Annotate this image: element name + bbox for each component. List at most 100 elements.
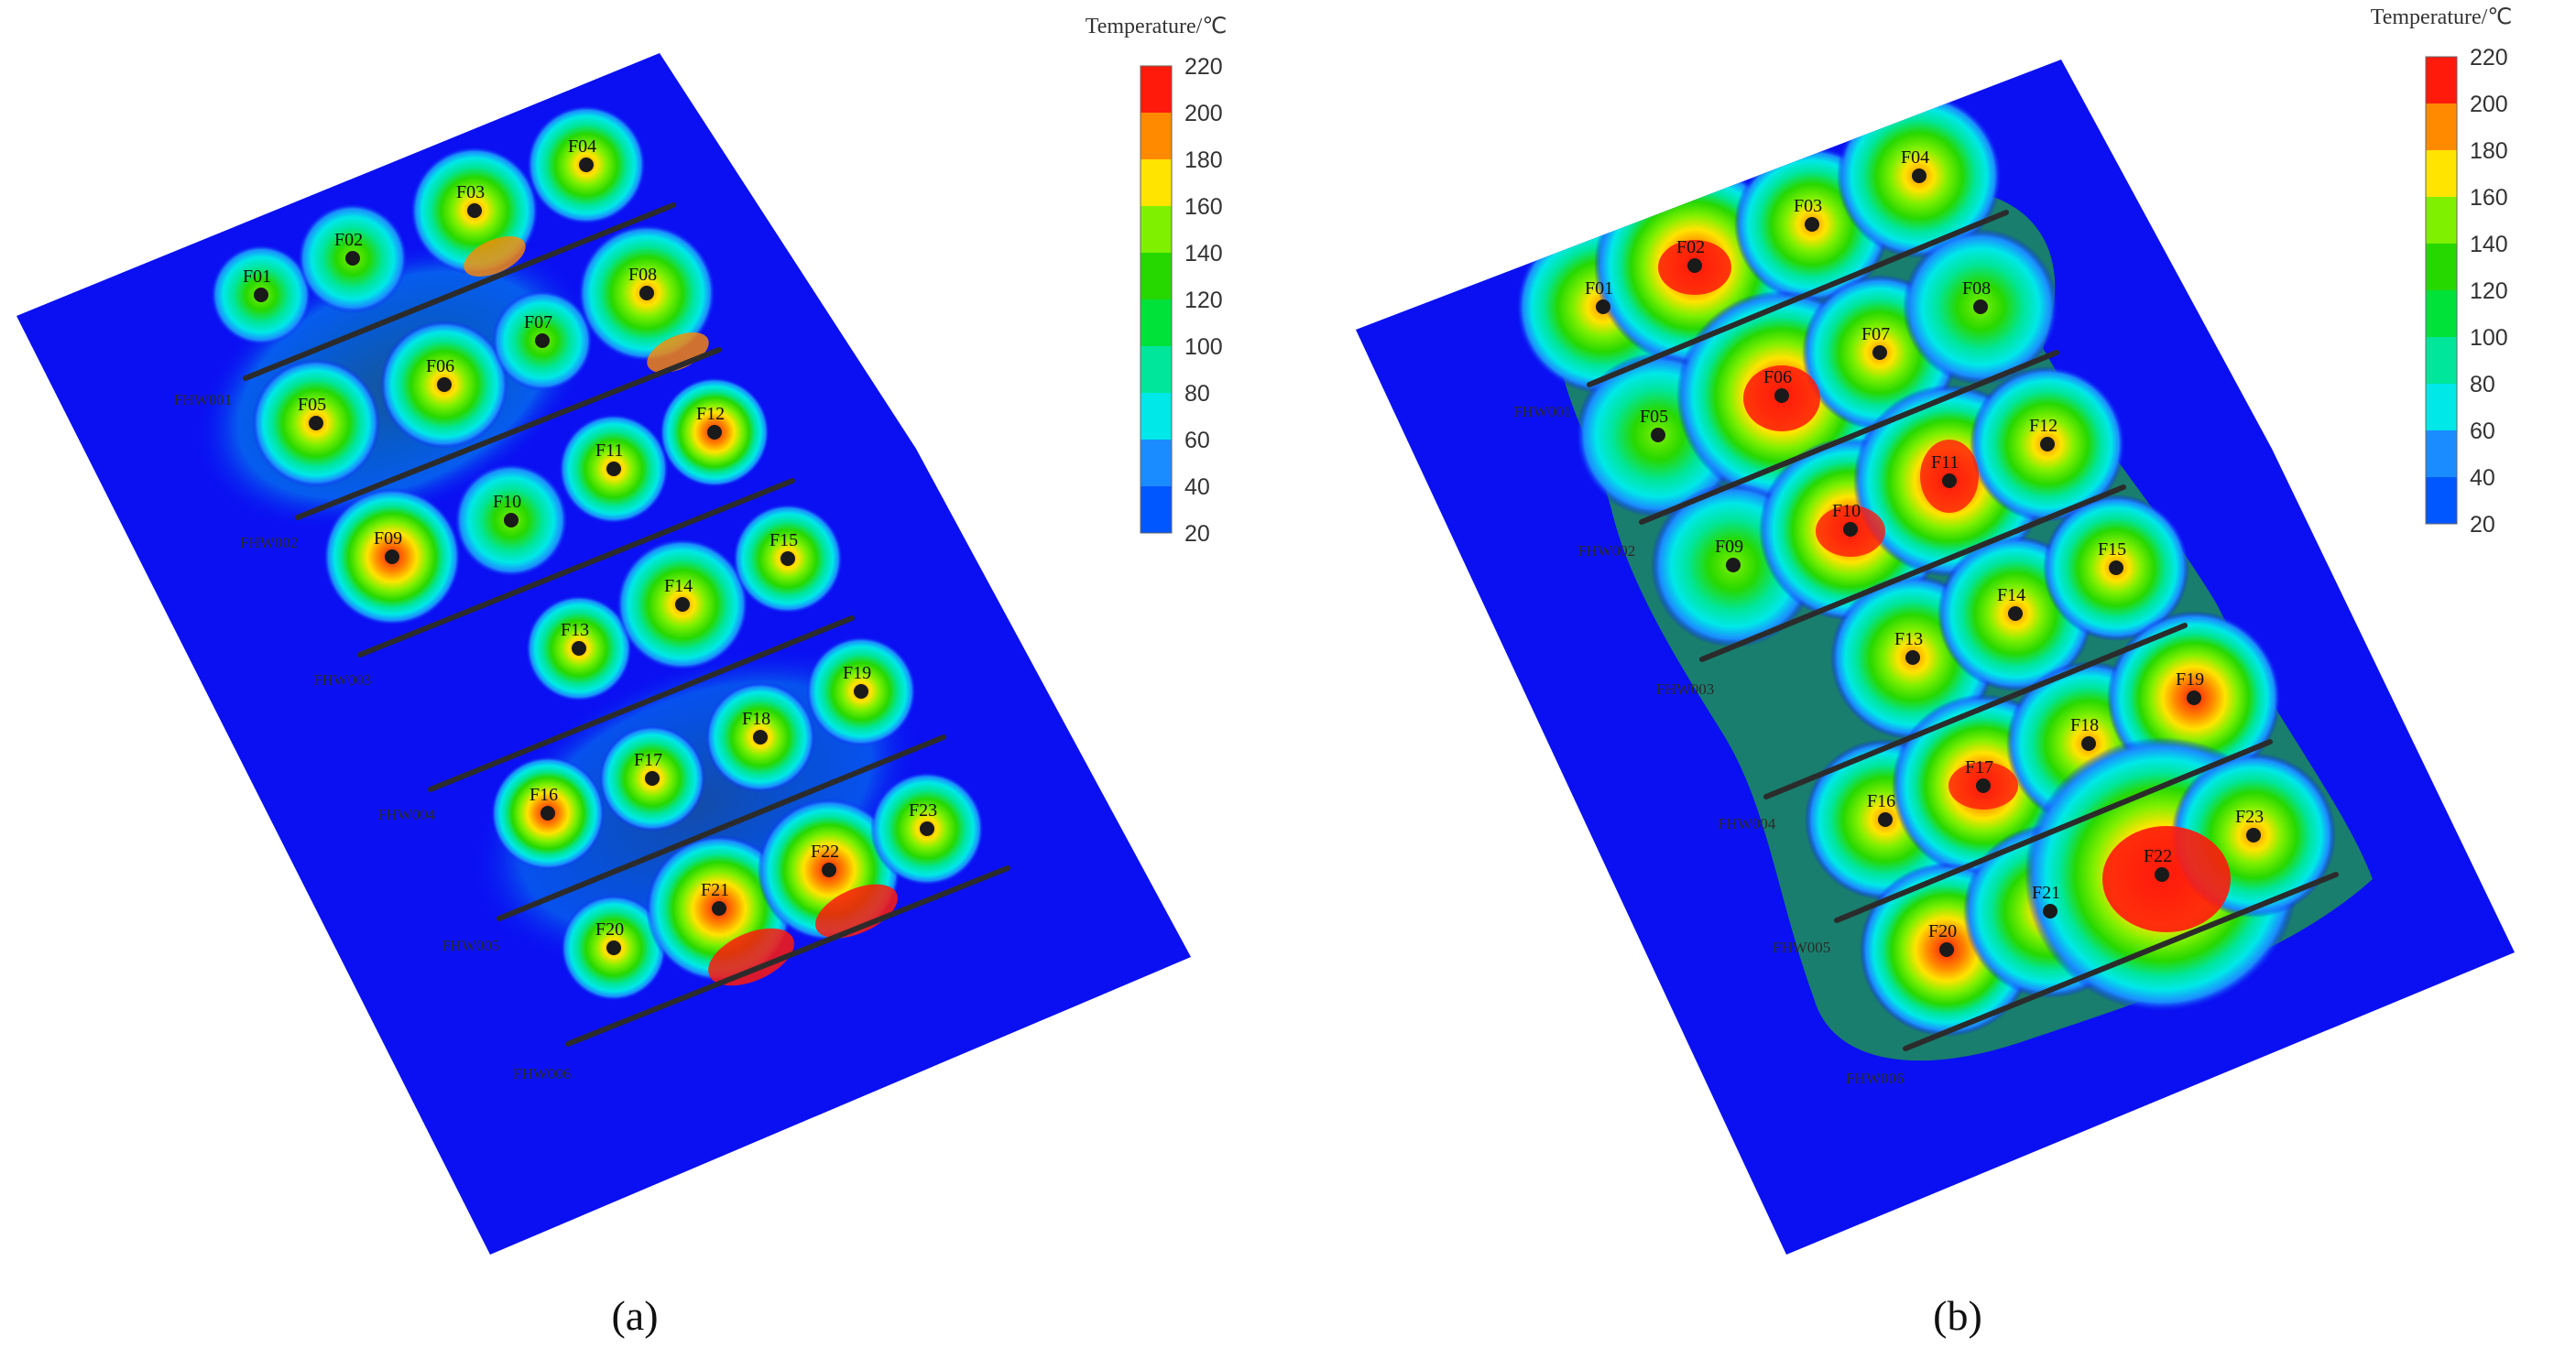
legend-tick-label: 160 bbox=[2470, 185, 2508, 211]
well-label: F07 bbox=[1861, 324, 1890, 344]
horizontal-well-fhw006-a bbox=[565, 865, 1010, 1047]
well-label: F06 bbox=[1763, 367, 1792, 387]
well-label: F14 bbox=[664, 576, 693, 596]
legend-tick-label: 180 bbox=[2470, 138, 2508, 164]
legend-tick-label: 20 bbox=[1184, 521, 1210, 547]
horizontal-well-fhw001-b bbox=[1587, 210, 2009, 387]
well-marker bbox=[1843, 522, 1858, 537]
legend-band bbox=[2426, 103, 2457, 150]
well-label: F01 bbox=[243, 266, 271, 287]
legend-tick-label: 100 bbox=[1184, 334, 1223, 360]
fhw-label: FHW004 bbox=[1718, 815, 1776, 832]
fhw-label: FHW002 bbox=[240, 534, 298, 551]
well-label: F04 bbox=[1901, 147, 1929, 168]
well-label: F20 bbox=[1928, 921, 1957, 941]
legend-band bbox=[1141, 159, 1172, 206]
fhw-label: FHW005 bbox=[442, 937, 499, 954]
legend-band bbox=[1141, 299, 1172, 346]
well-label: F06 bbox=[426, 356, 454, 376]
legend-band bbox=[1141, 393, 1172, 440]
well-marker bbox=[579, 158, 594, 172]
legend-band bbox=[2426, 384, 2457, 430]
well-label: F07 bbox=[524, 312, 552, 332]
well-label: F01 bbox=[1585, 278, 1613, 299]
well-marker bbox=[540, 806, 555, 821]
legend-tick-label: 140 bbox=[1184, 241, 1223, 266]
well-label: F16 bbox=[529, 785, 558, 805]
legend-tick-label: 160 bbox=[1184, 194, 1223, 220]
fhw-label: FHW001 bbox=[1513, 403, 1571, 420]
well-marker bbox=[2040, 437, 2055, 451]
well-marker bbox=[504, 513, 518, 527]
well-marker bbox=[2008, 606, 2023, 621]
well-marker bbox=[467, 203, 482, 218]
legend-tick-label: 220 bbox=[1184, 54, 1223, 80]
well-label: F05 bbox=[1640, 407, 1668, 427]
horizontal-well-fhw001-a bbox=[243, 202, 676, 381]
fhw-label: FHW006 bbox=[1846, 1070, 1904, 1087]
well-marker bbox=[822, 863, 836, 877]
well-label: F11 bbox=[1931, 452, 1959, 473]
well-label: F19 bbox=[2176, 669, 2204, 690]
horizontal-well-labels-b: FHW001 FHW002 FHW003 FHW004 FHW005 FHW00… bbox=[1513, 403, 1904, 1087]
well-marker bbox=[385, 549, 399, 564]
legend-tick-label: 40 bbox=[1184, 474, 1210, 500]
horizontal-well-fhw005-a bbox=[497, 734, 946, 921]
fhw-label: FHW002 bbox=[1577, 542, 1635, 560]
well-label: F10 bbox=[493, 492, 521, 512]
well-label: F12 bbox=[696, 404, 725, 424]
legend-tick-label: 140 bbox=[2470, 232, 2508, 257]
well-marker bbox=[535, 333, 550, 348]
horizontal-well-fhw003-b bbox=[1699, 484, 2126, 662]
legend-tick-label: 120 bbox=[2470, 278, 2508, 304]
well-marker bbox=[1726, 558, 1741, 572]
legend-band bbox=[2426, 197, 2457, 244]
well-label: F17 bbox=[1965, 757, 1993, 777]
well-label: F13 bbox=[1894, 629, 1923, 649]
legend-tick-label: 120 bbox=[1184, 288, 1223, 313]
legend-band bbox=[1141, 253, 1172, 299]
well-marker bbox=[2109, 560, 2123, 575]
legend-tick-label: 40 bbox=[2470, 465, 2495, 491]
horizontal-well-fhw004-a bbox=[428, 615, 855, 792]
well-label: F19 bbox=[843, 663, 871, 683]
well-label: F04 bbox=[568, 136, 596, 157]
legend-tick-label: 20 bbox=[2470, 512, 2495, 538]
well-label: F21 bbox=[701, 880, 729, 900]
panel-a: FHW001 FHW002 FHW003 FHW004 FHW005 FHW00… bbox=[16, 53, 1191, 1339]
legend-tick-label: 180 bbox=[1184, 147, 1223, 173]
well-label: F02 bbox=[334, 230, 363, 250]
legend-band bbox=[1141, 66, 1172, 113]
well-marker bbox=[437, 377, 452, 392]
well-label: F08 bbox=[628, 265, 657, 285]
well-marker bbox=[780, 551, 795, 566]
well-label: F03 bbox=[1794, 196, 1822, 216]
well-label: F20 bbox=[595, 919, 624, 940]
legend-b: Temperature/℃ 220 200 180 160 140 120 100 80 60 40… bbox=[2371, 5, 2513, 538]
well-marker bbox=[2081, 736, 2096, 751]
well-label: F02 bbox=[1676, 237, 1705, 257]
legend-tick-label: 60 bbox=[1184, 428, 1210, 453]
legend-title: Temperature/℃ bbox=[1086, 15, 1228, 38]
well-label: F08 bbox=[1962, 278, 1991, 299]
legend-title: Temperature/℃ bbox=[2371, 5, 2513, 29]
well-marker bbox=[1973, 299, 1988, 314]
legend-tick-label: 100 bbox=[2470, 325, 2508, 351]
well-marker bbox=[1774, 388, 1789, 403]
panel-caption-a: (a) bbox=[611, 1292, 658, 1339]
well-label: F09 bbox=[374, 528, 402, 549]
legend-tick-label: 220 bbox=[2470, 45, 2508, 71]
horizontal-well-fhw005-b bbox=[1834, 739, 2273, 923]
legend-band bbox=[1141, 346, 1172, 393]
horizontal-well-fhw003-a bbox=[357, 478, 795, 658]
well-label: F17 bbox=[634, 750, 662, 770]
well-label: F23 bbox=[909, 800, 937, 821]
well-label: F15 bbox=[770, 530, 798, 550]
well-label: F11 bbox=[595, 440, 623, 461]
well-marker bbox=[1912, 169, 1927, 183]
well-marker bbox=[1651, 428, 1665, 442]
legend-band bbox=[2426, 244, 2457, 290]
horizontal-well-fhw002-b bbox=[1639, 350, 2059, 525]
well-label: F22 bbox=[2144, 846, 2172, 866]
